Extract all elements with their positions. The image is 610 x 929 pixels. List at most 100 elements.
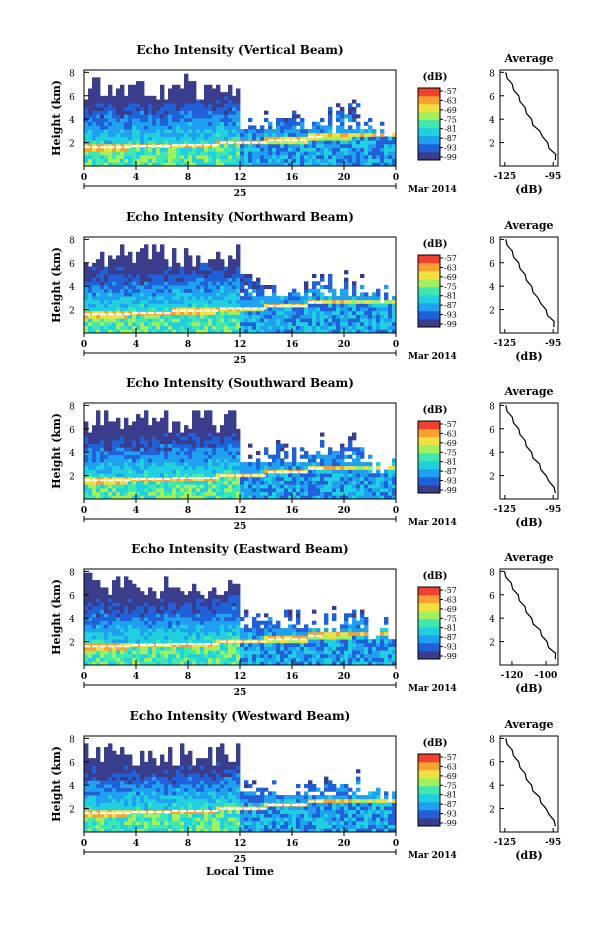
- heatmap-cell: [184, 147, 189, 152]
- heatmap-cell: [368, 480, 373, 485]
- heatmap-cell: [388, 321, 393, 327]
- heatmap-cell: [304, 147, 309, 152]
- heatmap-cell: [108, 469, 113, 474]
- heatmap-cell: [160, 136, 165, 141]
- heatmap-cell: [340, 321, 345, 327]
- heatmap-cell: [228, 277, 233, 282]
- heatmap-cell: [216, 653, 221, 659]
- heatmap-cell: [92, 162, 97, 167]
- heatmap-cell: [256, 476, 261, 481]
- heatmap-cell: [152, 635, 157, 640]
- heatmap-cell: [304, 285, 309, 290]
- heatmap-cell: [168, 661, 173, 666]
- heatmap-cell: [144, 436, 149, 441]
- heatmap-cell: [376, 480, 381, 485]
- heatmap-cell: [196, 255, 201, 260]
- heatmap-cell: [196, 491, 201, 496]
- heatmap-cell: [192, 132, 197, 137]
- heatmap-cell: [116, 296, 121, 301]
- heatmap-cell: [216, 259, 221, 264]
- heatmap-cell: [312, 314, 317, 319]
- heatmap-cell: [180, 495, 185, 500]
- heatmap-cell: [328, 140, 333, 145]
- heatmap-cell: [108, 118, 113, 123]
- heatmap-cell: [112, 635, 117, 640]
- heatmap-cell: [284, 118, 289, 123]
- heatmap-cell: [268, 454, 273, 459]
- heatmap-cell: [88, 162, 93, 167]
- heatmap-cell: [104, 432, 109, 437]
- heatmap-cell: [220, 617, 225, 622]
- heatmap-cell: [320, 158, 325, 163]
- heatmap-cell: [324, 129, 329, 134]
- heatmap-cell: [328, 118, 333, 123]
- heatmap-cell: [288, 292, 293, 297]
- heatmap-cell: [92, 443, 97, 448]
- heatmap-cell: [236, 88, 241, 93]
- heatmap-cell: [232, 318, 237, 323]
- heatmap-cell: [228, 425, 233, 430]
- heatmap-cell: [220, 321, 225, 327]
- heatmap-cell: [192, 314, 197, 319]
- heatmap-cell: [172, 88, 177, 93]
- heatmap-cell: [200, 425, 205, 430]
- bright-layer-mark: [300, 471, 307, 474]
- heatmap-cell: [200, 125, 205, 130]
- heatmap-cell: [288, 487, 293, 493]
- heatmap-cell: [92, 631, 97, 636]
- heatmap-cell: [160, 162, 165, 167]
- heatmap-cell: [236, 462, 241, 467]
- heatmap-cell: [160, 417, 165, 422]
- heatmap-cell: [168, 132, 173, 137]
- heatmap-cell: [216, 480, 221, 485]
- heatmap-cell: [132, 151, 137, 156]
- heatmap-cell: [212, 454, 217, 459]
- heatmap-cell: [380, 154, 385, 160]
- heatmap-cell: [256, 318, 261, 323]
- heatmap-cell: [320, 495, 325, 500]
- heatmap-cell: [84, 572, 89, 577]
- heatmap-cell: [88, 580, 93, 585]
- heatmap-cell: [300, 480, 305, 485]
- heatmap-cell: [192, 605, 197, 611]
- heatmap-cell: [140, 259, 145, 264]
- heatmap-cell: [248, 132, 253, 137]
- heatmap-cell: [248, 151, 253, 156]
- heatmap-cell: [220, 136, 225, 141]
- heatmap-cell: [148, 158, 153, 163]
- heatmap-cell: [128, 140, 133, 145]
- heatmap-cell: [232, 421, 237, 426]
- heatmap-cell: [152, 480, 157, 485]
- heatmap-cell: [176, 635, 181, 640]
- heatmap-cell: [192, 639, 197, 644]
- heatmap-cell: [92, 288, 97, 293]
- heatmap-cell: [360, 329, 365, 334]
- heatmap-cell: [348, 473, 353, 478]
- heatmap-cell: [216, 162, 221, 167]
- heatmap-cell: [96, 635, 101, 640]
- heatmap-cell: [164, 314, 169, 319]
- heatmap-cell: [136, 432, 141, 437]
- heatmap-cell: [312, 473, 317, 478]
- heatmap-cell: [152, 657, 157, 662]
- heatmap-cell: [112, 613, 117, 618]
- heatmap-cell: [212, 147, 217, 152]
- heatmap-cell: [228, 255, 233, 260]
- heatmap-cell: [144, 414, 149, 419]
- colorbar-swatch: [418, 437, 440, 446]
- heatmap-cell: [88, 605, 93, 611]
- heatmap-cell: [352, 288, 357, 293]
- heatmap-cell: [108, 491, 113, 496]
- heatmap-cell: [204, 631, 209, 636]
- heatmap-cell: [176, 310, 181, 315]
- heatmap-cell: [224, 605, 229, 611]
- heatmap-cell: [116, 458, 121, 463]
- heatmap-cell: [272, 465, 277, 470]
- heatmap-cell: [252, 476, 257, 481]
- average-x-tick-label: -125: [494, 339, 517, 349]
- heatmap-cell: [340, 458, 345, 463]
- heatmap-cell: [148, 491, 153, 496]
- heatmap-cell: [168, 432, 173, 437]
- heatmap-cell: [112, 462, 117, 467]
- heatmap-cell: [136, 151, 141, 156]
